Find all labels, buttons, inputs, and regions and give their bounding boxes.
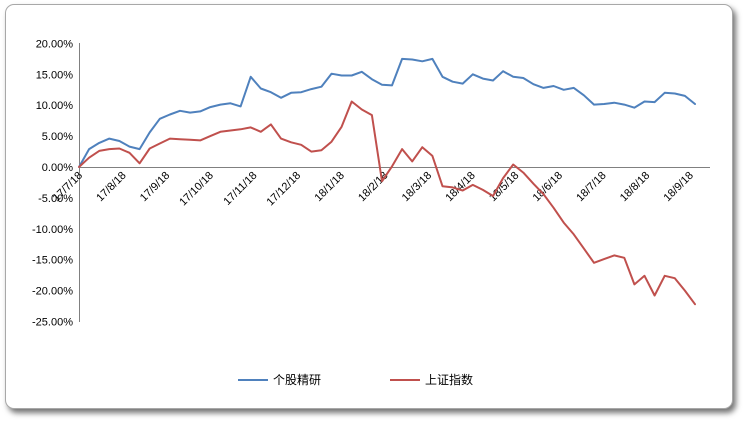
legend-line-swatch-red <box>390 379 420 381</box>
y-axis-label: -5.00% <box>38 193 73 205</box>
x-axis-label: 17/11/18 <box>221 170 259 208</box>
legend-item-series1: 个股精研 <box>238 373 321 387</box>
legend-item-series2: 上证指数 <box>390 373 473 387</box>
y-axis-label: -20.00% <box>32 286 73 298</box>
x-axis-label: 18/3/18 <box>400 170 434 204</box>
series-line-0 <box>78 57 696 168</box>
x-axis-label: 18/7/18 <box>574 170 608 204</box>
x-axis-label: 18/9/18 <box>661 170 695 204</box>
legend-line-swatch-blue <box>238 379 268 381</box>
x-axis-label: 18/1/18 <box>312 170 346 204</box>
x-axis-label: 17/9/18 <box>138 170 172 204</box>
y-axis-label: 15.00% <box>36 69 74 81</box>
y-axis-label: 10.00% <box>36 100 74 112</box>
y-axis-label: -10.00% <box>32 224 73 236</box>
chart-card <box>5 4 733 409</box>
series-line-1 <box>78 100 696 306</box>
legend-label: 上证指数 <box>425 373 474 387</box>
y-axis-label: 0.00% <box>42 162 73 174</box>
x-axis-label: 18/8/18 <box>618 170 652 204</box>
legend-label: 个股精研 <box>273 373 322 387</box>
x-axis-label: 18/5/18 <box>487 170 521 204</box>
x-axis-label: 17/8/18 <box>94 170 128 204</box>
x-axis-label: 17/12/18 <box>264 170 303 209</box>
y-axis-label: 5.00% <box>42 131 73 143</box>
y-axis-label: -25.00% <box>32 317 73 329</box>
x-axis-label: 17/10/18 <box>177 170 216 209</box>
y-axis-label: -15.00% <box>32 255 73 267</box>
y-axis-label: 20.00% <box>36 38 74 50</box>
